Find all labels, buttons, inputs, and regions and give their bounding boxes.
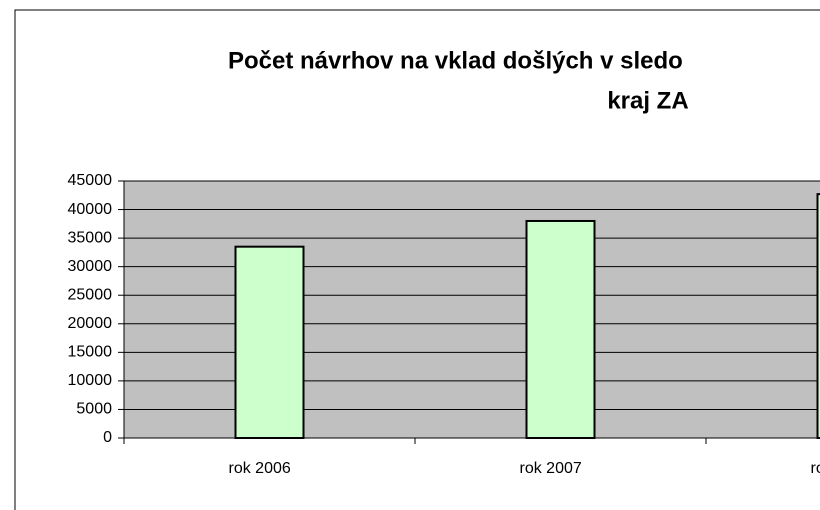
chart-title: Počet návrhov na vklad došlých v sledo — [228, 47, 683, 74]
bar — [816, 193, 820, 439]
x-tick-label: ro — [811, 460, 820, 477]
plot-area — [124, 181, 820, 438]
y-tick-label: 40000 — [68, 201, 113, 218]
y-tick-label: 35000 — [68, 229, 113, 246]
x-tick-label: rok 2006 — [229, 460, 291, 477]
y-tick-label: 45000 — [68, 172, 113, 189]
y-tick-label: 30000 — [68, 258, 113, 275]
y-tick-label: 15000 — [68, 344, 113, 361]
y-tick-label: 0 — [103, 429, 112, 446]
y-tick-label: 25000 — [68, 286, 113, 303]
y-tick-label: 10000 — [68, 372, 113, 389]
bar — [234, 245, 305, 439]
y-tick-label: 20000 — [68, 315, 113, 332]
chart-title: kraj ZA — [607, 87, 688, 114]
y-tick-label: 5000 — [76, 401, 112, 418]
x-tick-label: rok 2007 — [520, 460, 582, 477]
bar — [525, 219, 596, 439]
